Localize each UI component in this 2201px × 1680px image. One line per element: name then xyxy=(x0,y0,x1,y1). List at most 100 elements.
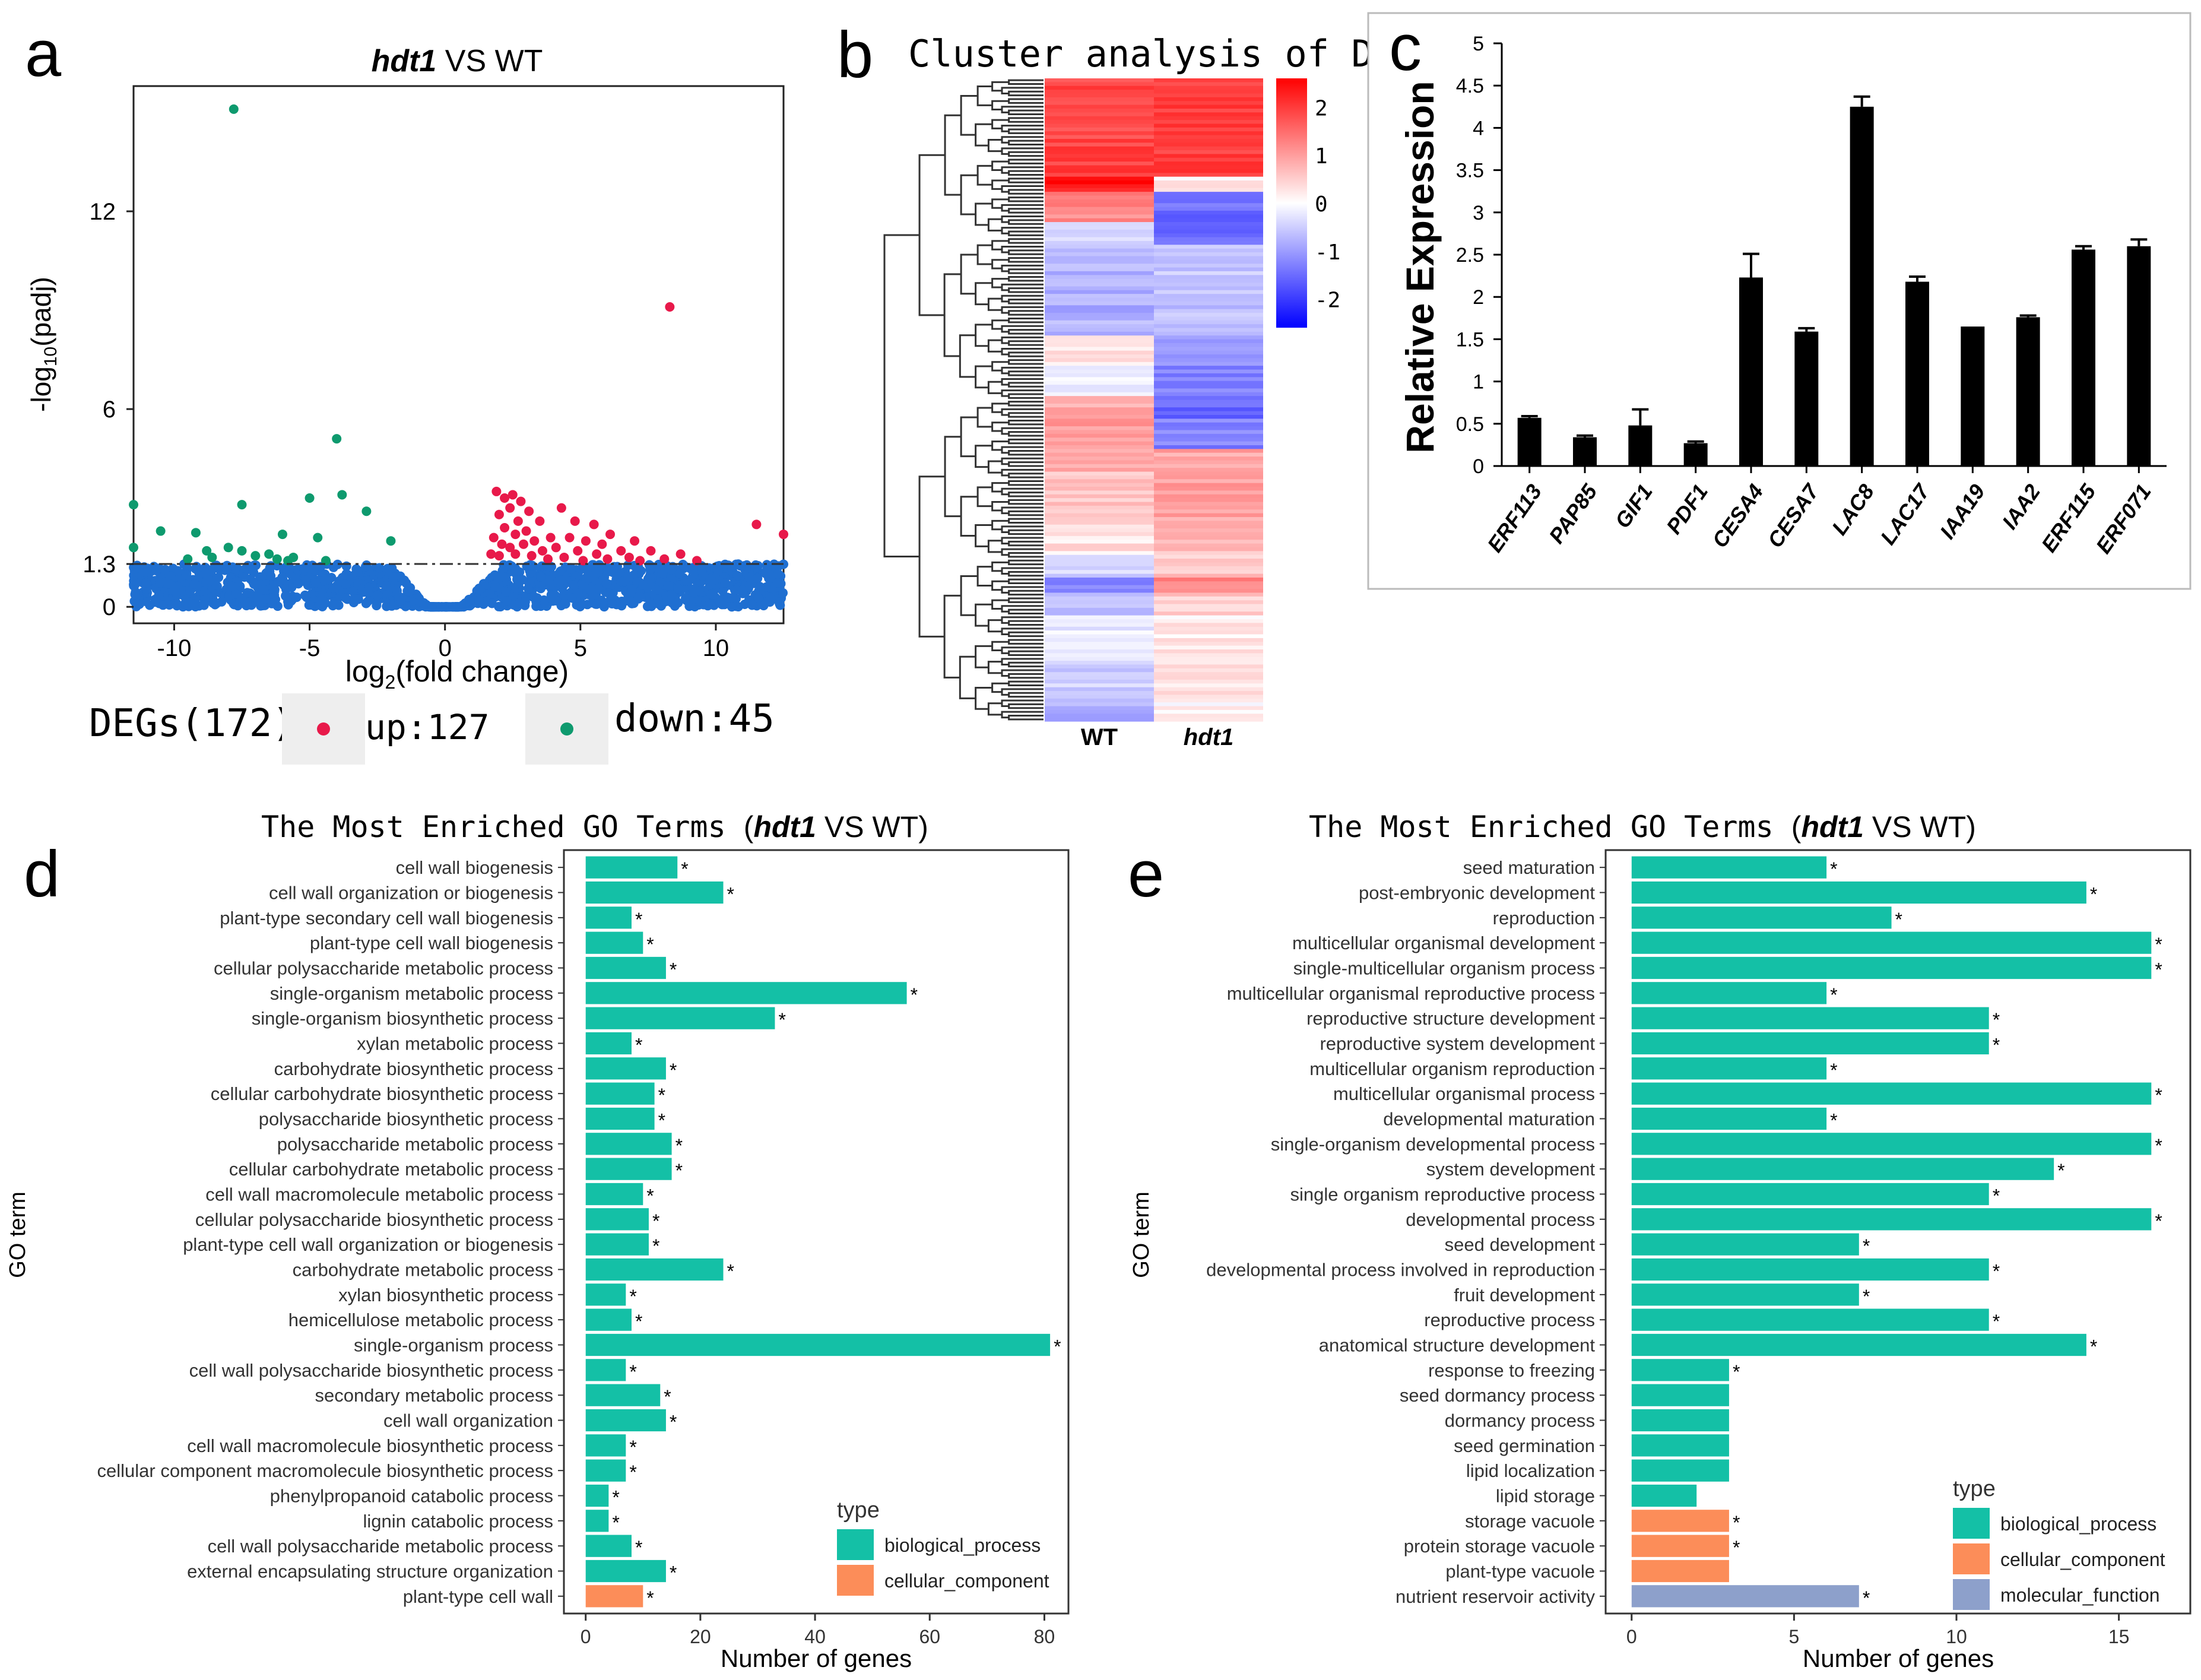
go-term-label: post-embryonic development xyxy=(1359,883,1595,904)
heatmap-cell-wt xyxy=(1045,645,1154,650)
go-x-tick-label: 80 xyxy=(1034,1626,1055,1647)
go-term-label: cell wall macromolecule metabolic proces… xyxy=(205,1184,553,1205)
heatmap-cell-wt xyxy=(1045,494,1154,499)
y-tick-label: 6 xyxy=(103,397,116,423)
heatmap-cell-wt xyxy=(1045,566,1154,570)
heatmap-cell-hdt1 xyxy=(1154,259,1263,264)
heatmap-cell-wt xyxy=(1045,653,1154,658)
nonsig-point xyxy=(765,592,775,603)
nonsig-point xyxy=(760,569,770,579)
heatmap-cell-wt xyxy=(1045,320,1154,325)
heatmap-cell-wt xyxy=(1045,347,1154,351)
heatmap-cell-hdt1 xyxy=(1154,657,1263,661)
go-term-label: carbohydrate metabolic process xyxy=(293,1260,553,1280)
nonsig-point xyxy=(329,600,339,610)
nonsig-point xyxy=(584,584,594,594)
heatmap-cell-hdt1 xyxy=(1154,460,1263,465)
significance-star: * xyxy=(635,1537,642,1558)
heatmap-cell-hdt1 xyxy=(1154,104,1263,109)
significance-star: * xyxy=(635,1035,642,1056)
heatmap-cell-hdt1 xyxy=(1154,294,1263,299)
heatmap-cell-wt xyxy=(1045,108,1154,113)
up-point xyxy=(527,551,537,561)
heatmap-cell-hdt1 xyxy=(1154,483,1263,487)
significance-star: * xyxy=(1863,1235,1870,1257)
heatmap-cell-hdt1 xyxy=(1154,468,1263,473)
nonsig-point xyxy=(663,581,673,591)
up-point xyxy=(529,536,540,546)
nonsig-point xyxy=(382,601,392,611)
heatmap-cell-wt xyxy=(1045,403,1154,408)
go-term-label: reproduction xyxy=(1493,908,1595,928)
go-term-label: lipid storage xyxy=(1496,1486,1595,1507)
heatmap-cell-wt xyxy=(1045,668,1154,673)
dendrogram-branch xyxy=(943,273,962,357)
go-bar xyxy=(1631,881,2086,904)
go-bar xyxy=(1631,1057,1827,1080)
heatmap-cell-wt xyxy=(1045,543,1154,548)
nonsig-point xyxy=(181,570,191,580)
heatmap-cell-wt xyxy=(1045,422,1154,427)
legend-swatch xyxy=(837,1565,874,1596)
down-point xyxy=(237,500,247,510)
heatmap-cell-wt xyxy=(1045,433,1154,438)
heatmap-cell-hdt1 xyxy=(1154,135,1263,140)
heatmap-cell-hdt1 xyxy=(1154,535,1263,540)
heatmap-cell-wt xyxy=(1045,661,1154,665)
heatmap-cell-wt xyxy=(1045,487,1154,491)
significance-star: * xyxy=(2090,1336,2097,1358)
heatmap-cell-wt xyxy=(1045,343,1154,347)
panel-a-x-label: log2(fold change) xyxy=(345,655,569,693)
heatmap-cell-wt xyxy=(1045,452,1154,457)
x-tick-label: 0 xyxy=(439,635,452,661)
up-point xyxy=(546,532,556,543)
heatmap-cell-hdt1 xyxy=(1154,195,1263,200)
heatmap-cell-hdt1 xyxy=(1154,487,1263,491)
nonsig-point xyxy=(518,575,528,585)
heatmap-cell-hdt1 xyxy=(1154,90,1263,94)
heatmap-cell-hdt1 xyxy=(1154,441,1263,446)
nonsig-point xyxy=(706,589,716,600)
heatmap-cell-hdt1 xyxy=(1154,297,1263,302)
heatmap-cell-hdt1 xyxy=(1154,154,1263,159)
heatmap-cell-wt xyxy=(1045,528,1154,533)
go-x-tick-label: 0 xyxy=(1626,1626,1637,1647)
heatmap-cell-wt xyxy=(1045,441,1154,446)
heatmap-cell-wt xyxy=(1045,460,1154,465)
significance-star: * xyxy=(675,1135,683,1156)
heatmap-cell-hdt1 xyxy=(1154,218,1263,223)
heatmap-cell-wt xyxy=(1045,210,1154,215)
legend-swatch xyxy=(1953,1508,1990,1539)
panel-a-title-rest: VS WT xyxy=(436,44,543,78)
heatmap-cell-wt xyxy=(1045,554,1154,559)
heatmap-cell-wt xyxy=(1045,414,1154,419)
nonsig-point xyxy=(166,571,176,581)
heatmap-cell-wt xyxy=(1045,127,1154,132)
down-point xyxy=(183,554,193,564)
nonsig-point xyxy=(158,600,168,610)
heatmap-cell-wt xyxy=(1045,354,1154,359)
x-label-sub: 2 xyxy=(385,671,396,693)
nonsig-point xyxy=(248,565,258,575)
heatmap-cell-hdt1 xyxy=(1154,286,1263,291)
dendrogram-branch xyxy=(976,244,992,265)
panel-c-letter: c xyxy=(1389,11,1422,84)
expression-bar xyxy=(1850,106,1874,467)
significance-star: * xyxy=(2155,1135,2162,1156)
panel-e-y-label: GO term xyxy=(1129,1191,1154,1278)
nonsig-point xyxy=(155,578,165,588)
heatmap-cell-hdt1 xyxy=(1154,320,1263,325)
go-term-label: hemicellulose metabolic process xyxy=(288,1310,553,1330)
heatmap-cell-hdt1 xyxy=(1154,392,1263,397)
go-bar xyxy=(585,1233,649,1256)
go-term-label: plant-type cell wall organization or bio… xyxy=(183,1234,553,1255)
heatmap-cell-wt xyxy=(1045,101,1154,106)
down-point xyxy=(332,434,342,444)
heatmap-cell-hdt1 xyxy=(1154,411,1263,416)
c-y-tick-label: 2 xyxy=(1473,286,1484,309)
heatmap-cell-hdt1 xyxy=(1154,309,1263,313)
heatmap-cell-hdt1 xyxy=(1154,619,1263,623)
heatmap-cell-wt xyxy=(1045,498,1154,503)
heatmap-cell-hdt1 xyxy=(1154,240,1263,245)
go-bar xyxy=(1631,931,2152,954)
